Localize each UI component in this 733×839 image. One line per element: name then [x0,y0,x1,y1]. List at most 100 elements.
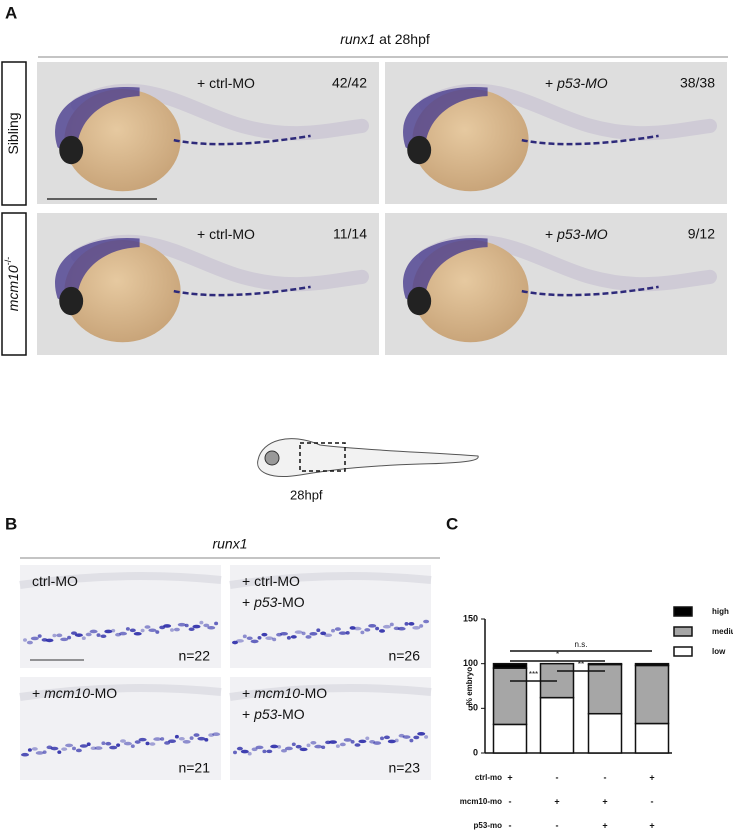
stain-dot [192,624,201,629]
treatment-label-part: + ctrl-MO [197,226,255,242]
treatment-label: + p53-MO [242,594,305,610]
treatment-label-part: + ctrl-MO [242,573,300,589]
stain-dot [81,636,86,640]
stain-dot [335,744,340,748]
row-label: Sibling [5,112,21,154]
stain-dot [314,744,323,749]
stain-dot [320,631,327,636]
count-label: 42/42 [332,75,367,91]
n-label: n=21 [178,760,210,776]
condition-value: + [649,820,654,830]
y-tick-label: 100 [463,658,478,668]
stain-dot [111,628,116,633]
panel-title: runx1 at 28hpf [340,31,430,47]
stain-dot [105,741,112,746]
stain-dot [375,626,380,631]
yolk [64,88,181,192]
yolk [64,239,181,343]
trunk-stain [521,134,659,146]
treatment-label-part: + [32,685,44,701]
legend-label: high [712,607,729,616]
stain-dot [284,746,293,751]
stain-dot [71,631,77,635]
bar-segment [492,667,528,726]
treatment-label: + mcm10-MO [32,685,117,701]
stain-dot [52,633,57,638]
y-axis-label: % embryo [465,667,474,705]
n-label: n=22 [178,648,210,664]
n-label: n=23 [388,760,420,776]
stain-dot [301,631,306,636]
panel-letter: C [446,514,458,533]
row-label-part: -/- [3,257,13,266]
stain-dot [79,744,88,748]
trunk-stain [521,285,659,297]
stain-dot [153,737,162,741]
stain-dot [419,624,424,628]
stain-dot [178,736,185,741]
stain-dot [242,634,247,639]
stain-dot [155,630,160,634]
stain-dot [251,747,258,752]
schematic-fish [257,438,479,477]
stain-dot [334,627,341,631]
stain-dot [389,622,394,627]
tissue-edge [229,572,432,589]
tissue-edge [19,572,222,589]
stain-dot [21,752,29,757]
bar-segment [587,712,623,754]
stain-dot [338,631,347,635]
stain-dot [31,747,38,751]
stain-dot [199,620,204,625]
stain-dot [214,621,219,626]
stain-dot [56,633,63,638]
stain-dot [358,739,367,744]
condition-name: ctrl-mo [475,773,502,782]
stain-dot [163,624,172,628]
stain-dot [270,744,279,749]
condition-value: - [651,796,654,806]
condition-value: - [509,820,512,830]
row-label-part: mcm10 [5,265,21,311]
trunk-stain [173,285,311,297]
stain-dot [373,741,382,745]
stain-dot [104,629,113,634]
stain-dot [387,739,396,744]
stain-dot [144,625,151,629]
treatment-label-part: p53 [253,594,278,610]
legend-swatch [673,646,693,657]
stain-dot [321,745,326,750]
stain-dot [61,747,68,751]
condition-value: + [507,772,512,782]
legend-label: medium [712,627,733,636]
n-label: n=26 [388,648,420,664]
treatment-label-part: p53-MO [556,226,608,242]
stain-dot [86,742,91,747]
stain-dot [291,742,296,747]
stain-dot [246,636,253,641]
stain-dot [266,749,273,754]
y-tick-label: 50 [468,703,478,713]
legend-label: low [712,647,726,656]
count-label: 9/12 [688,226,715,242]
tissue-edge [19,684,222,701]
stain-dot [182,739,191,744]
stain-dot [37,634,42,638]
stain-dot [299,747,308,752]
stain-dot [310,740,317,745]
stain-dot [65,743,74,748]
stain-dot [140,628,145,633]
treatment-label: ctrl-MO [32,573,78,589]
treatment-label-part: p53-MO [556,75,608,91]
stain-dot [236,746,243,751]
panel-title-part: at 28hpf [375,31,430,47]
stain-dot [72,746,76,751]
tissue-edge [229,684,432,701]
row-label-part: Sibling [5,112,21,154]
condition-name: mcm10-mo [460,797,502,806]
stain-dot [382,624,391,629]
significance-label: ** [578,660,584,669]
condition-value: + [649,772,654,782]
treatment-label-part: + [242,706,254,722]
